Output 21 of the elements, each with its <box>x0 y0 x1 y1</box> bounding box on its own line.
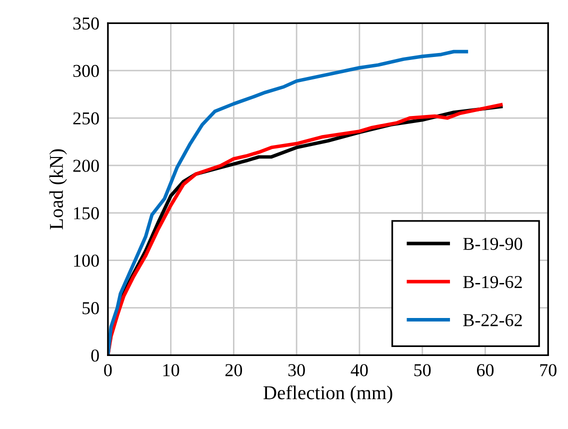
y-tick-label: 200 <box>73 160 99 172</box>
x-tick-label: 60 <box>476 364 494 376</box>
y-tick-label: 300 <box>73 64 99 78</box>
y-tick-label: 50 <box>82 302 99 314</box>
x-tick-label: 70 <box>540 364 556 376</box>
x-tick-label: 10 <box>163 364 180 376</box>
y-tick-label: 150 <box>74 207 99 220</box>
y-tick-label: 250 <box>73 112 99 124</box>
x-tick-label: 0 <box>104 364 112 376</box>
legend-label: B-19-62 <box>463 276 522 288</box>
x-tick-label: 20 <box>225 364 242 376</box>
x-tick-label: 40 <box>350 364 368 376</box>
legend-label: B-22-62 <box>463 314 522 326</box>
y-tick-label: 100 <box>74 254 99 267</box>
y-tick-label: 0 <box>91 349 99 362</box>
x-tick-label: 30 <box>288 364 305 376</box>
legend-label: B-19-90 <box>463 238 522 250</box>
x-tick-label: 50 <box>414 364 431 376</box>
y-tick-label: 350 <box>73 17 99 30</box>
y-axis-title: Load (kN) <box>49 149 67 230</box>
x-axis-title: Deflection (mm) <box>264 385 392 404</box>
